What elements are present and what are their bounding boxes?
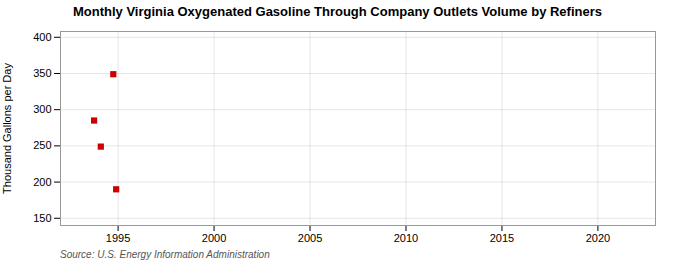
svg-text:200: 200 [33, 176, 51, 188]
html-text:Source: U.S. Energy Informatio: Source: U.S. Energy Information Administ… [60, 249, 270, 260]
svg-text:250: 250 [33, 139, 51, 151]
svg-text:2020: 2020 [586, 232, 610, 244]
svg-text:150: 150 [33, 212, 51, 224]
svg-text:2015: 2015 [490, 232, 514, 244]
html-text:Monthly Virginia Oxygenated Ga: Monthly Virginia Oxygenated Gasoline Thr… [73, 4, 602, 19]
svg-text:400: 400 [33, 31, 51, 43]
svg-text:2000: 2000 [202, 232, 226, 244]
svg-text:2010: 2010 [394, 232, 418, 244]
svg-text:2005: 2005 [298, 232, 322, 244]
svg-text:300: 300 [33, 103, 51, 115]
svg-text:Thousand Gallons per Day: Thousand Gallons per Day [1, 63, 13, 194]
svg-text:1995: 1995 [106, 232, 130, 244]
svg-text:350: 350 [33, 67, 51, 79]
